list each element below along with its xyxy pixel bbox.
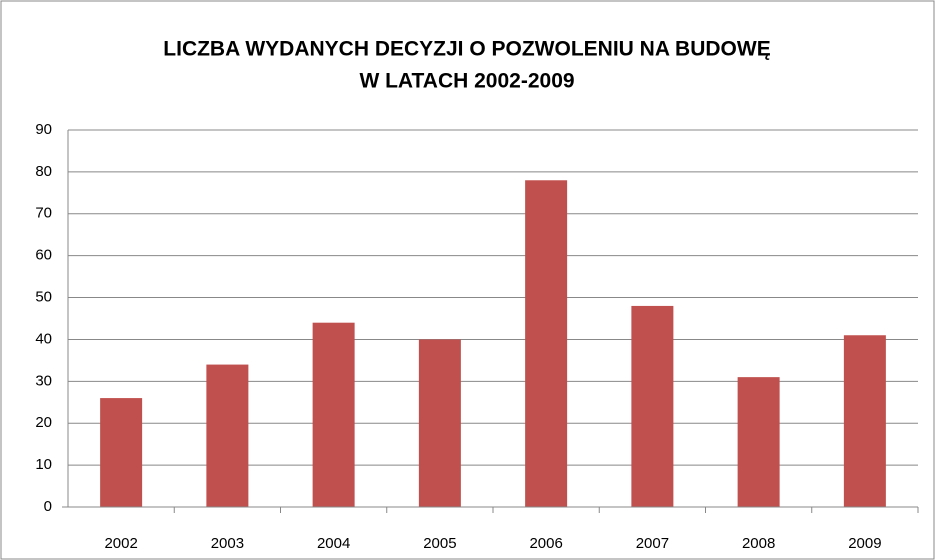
bar <box>312 322 355 507</box>
x-tick-label: 2008 <box>742 535 775 552</box>
y-tick-label: 50 <box>35 289 52 306</box>
y-tick-label: 90 <box>35 121 52 138</box>
chart-title: LICZBA WYDANYCH DECYZJI O POZWOLENIU NA … <box>163 38 770 61</box>
chart-title: W LATACH 2002-2009 <box>359 70 574 93</box>
x-tick-label: 2004 <box>317 535 350 552</box>
x-tick-label: 2007 <box>636 535 669 552</box>
x-tick-label: 2009 <box>848 535 881 552</box>
y-tick-label: 60 <box>35 247 52 264</box>
x-tick-label: 2006 <box>529 535 562 552</box>
bar <box>525 180 568 507</box>
bar <box>843 335 886 507</box>
y-tick-label: 80 <box>35 163 52 180</box>
y-tick-label: 30 <box>35 372 52 389</box>
bar <box>418 339 461 507</box>
bar <box>206 364 249 507</box>
bar <box>100 398 143 507</box>
y-tick-label: 20 <box>35 414 52 431</box>
y-tick-label: 70 <box>35 205 52 222</box>
x-tick-label: 2002 <box>104 535 137 552</box>
bar <box>737 377 780 507</box>
y-tick-label: 0 <box>44 498 52 515</box>
x-tick-label: 2003 <box>211 535 244 552</box>
y-tick-label: 40 <box>35 330 52 347</box>
bar <box>631 305 674 507</box>
x-tick-label: 2005 <box>423 535 456 552</box>
y-tick-label: 10 <box>35 456 52 473</box>
